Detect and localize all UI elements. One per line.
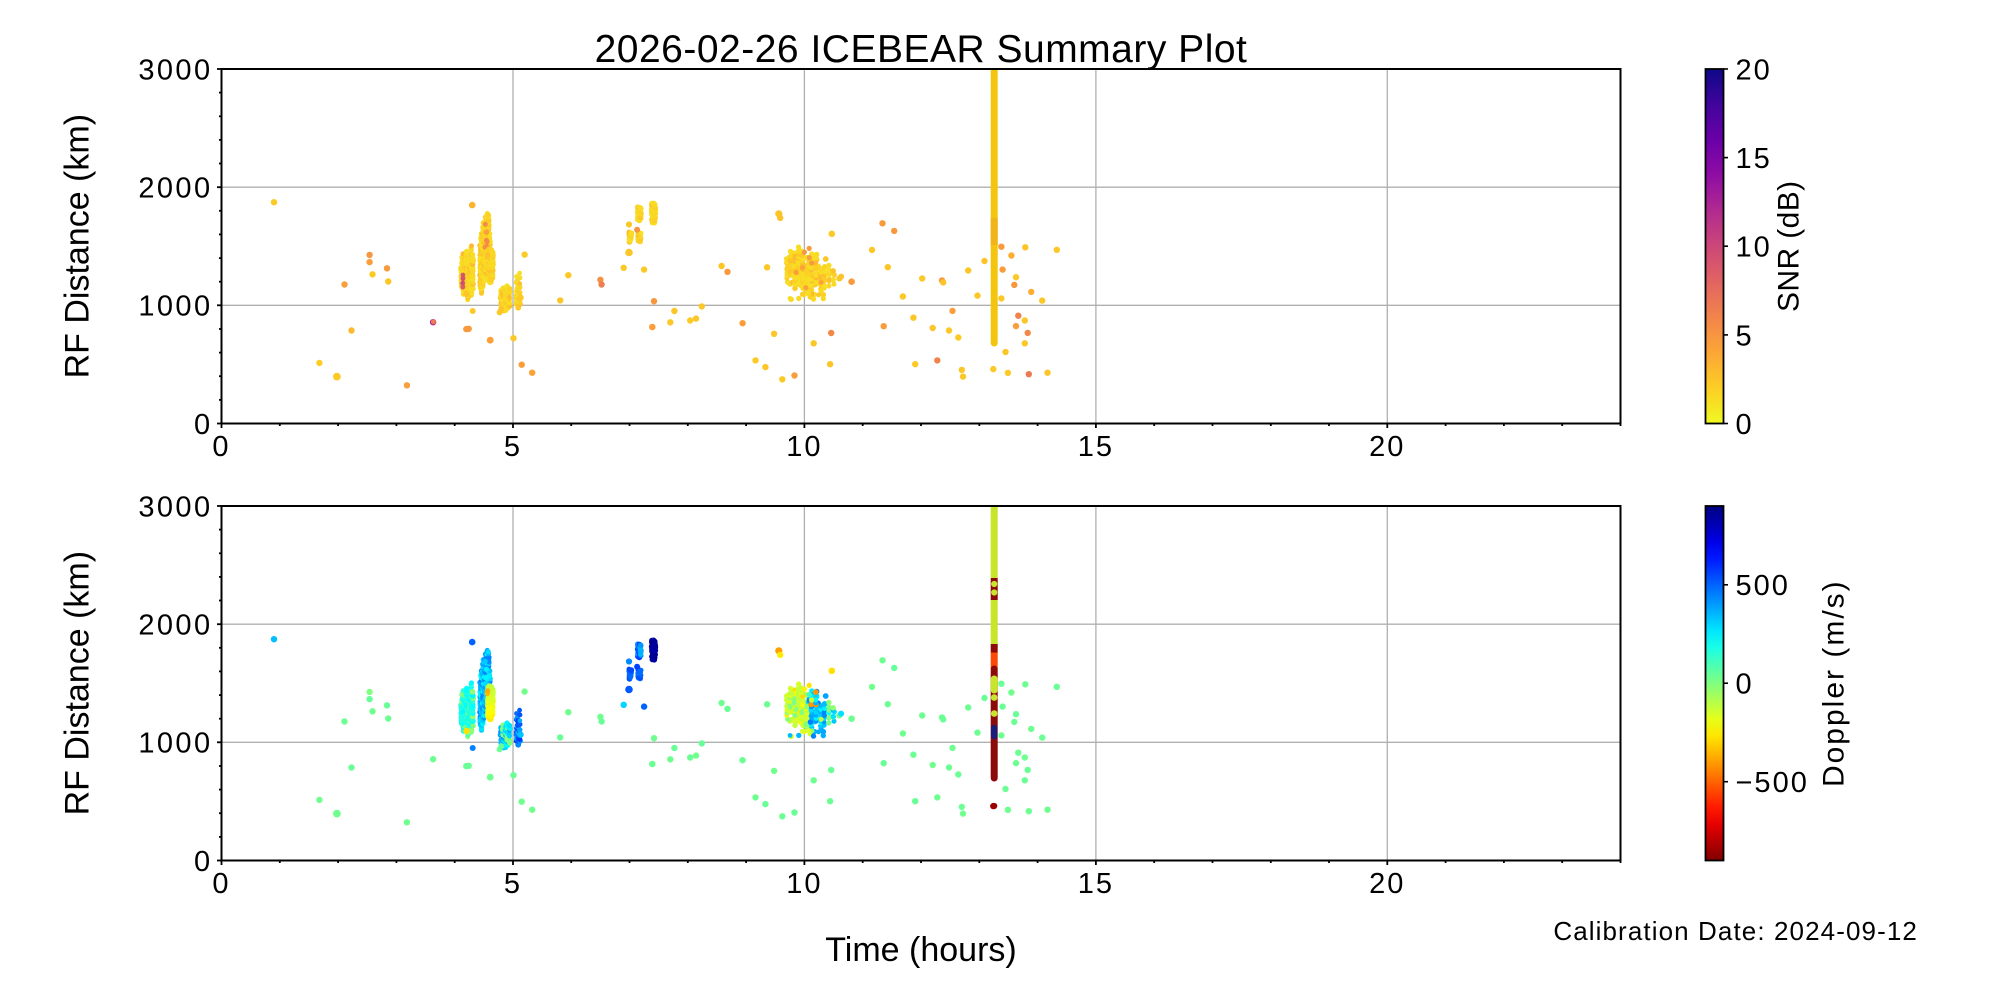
svg-text:RF Distance (km): RF Distance (km) [59,551,97,815]
svg-text:3000: 3000 [138,54,212,86]
svg-text:5: 5 [504,431,522,463]
svg-text:0: 0 [194,409,213,441]
svg-text:10: 10 [1736,232,1772,264]
svg-text:15: 15 [1736,143,1772,175]
svg-text:0: 0 [212,868,230,900]
svg-text:1000: 1000 [138,291,212,323]
svg-text:2026-02-26 ICEBEAR Summary Plo: 2026-02-26 ICEBEAR Summary Plot [595,28,1248,71]
svg-text:SNR (dB): SNR (dB) [1773,180,1806,312]
svg-text:RF Distance (km): RF Distance (km) [59,114,97,378]
svg-text:Doppler (m/s): Doppler (m/s) [1818,579,1851,787]
svg-text:15: 15 [1078,868,1114,900]
svg-text:10: 10 [786,431,822,463]
svg-text:0: 0 [1736,409,1754,441]
svg-text:5: 5 [504,868,522,900]
svg-text:0: 0 [212,431,230,463]
svg-text:500: 500 [1736,570,1790,602]
svg-text:15: 15 [1078,431,1114,463]
svg-text:3000: 3000 [138,491,212,523]
svg-text:5: 5 [1736,320,1754,352]
svg-text:20: 20 [1369,868,1405,900]
svg-text:0: 0 [194,846,213,878]
svg-text:20: 20 [1369,431,1405,463]
svg-text:2000: 2000 [138,610,212,642]
svg-text:0: 0 [1736,669,1754,701]
svg-text:10: 10 [786,868,822,900]
svg-text:Time (hours): Time (hours) [825,931,1016,969]
svg-text:−500: −500 [1736,767,1809,799]
svg-text:20: 20 [1736,54,1772,86]
svg-text:2000: 2000 [138,173,212,205]
svg-text:Calibration Date: 2024-09-12: Calibration Date: 2024-09-12 [1553,916,1918,946]
svg-text:1000: 1000 [138,728,212,760]
